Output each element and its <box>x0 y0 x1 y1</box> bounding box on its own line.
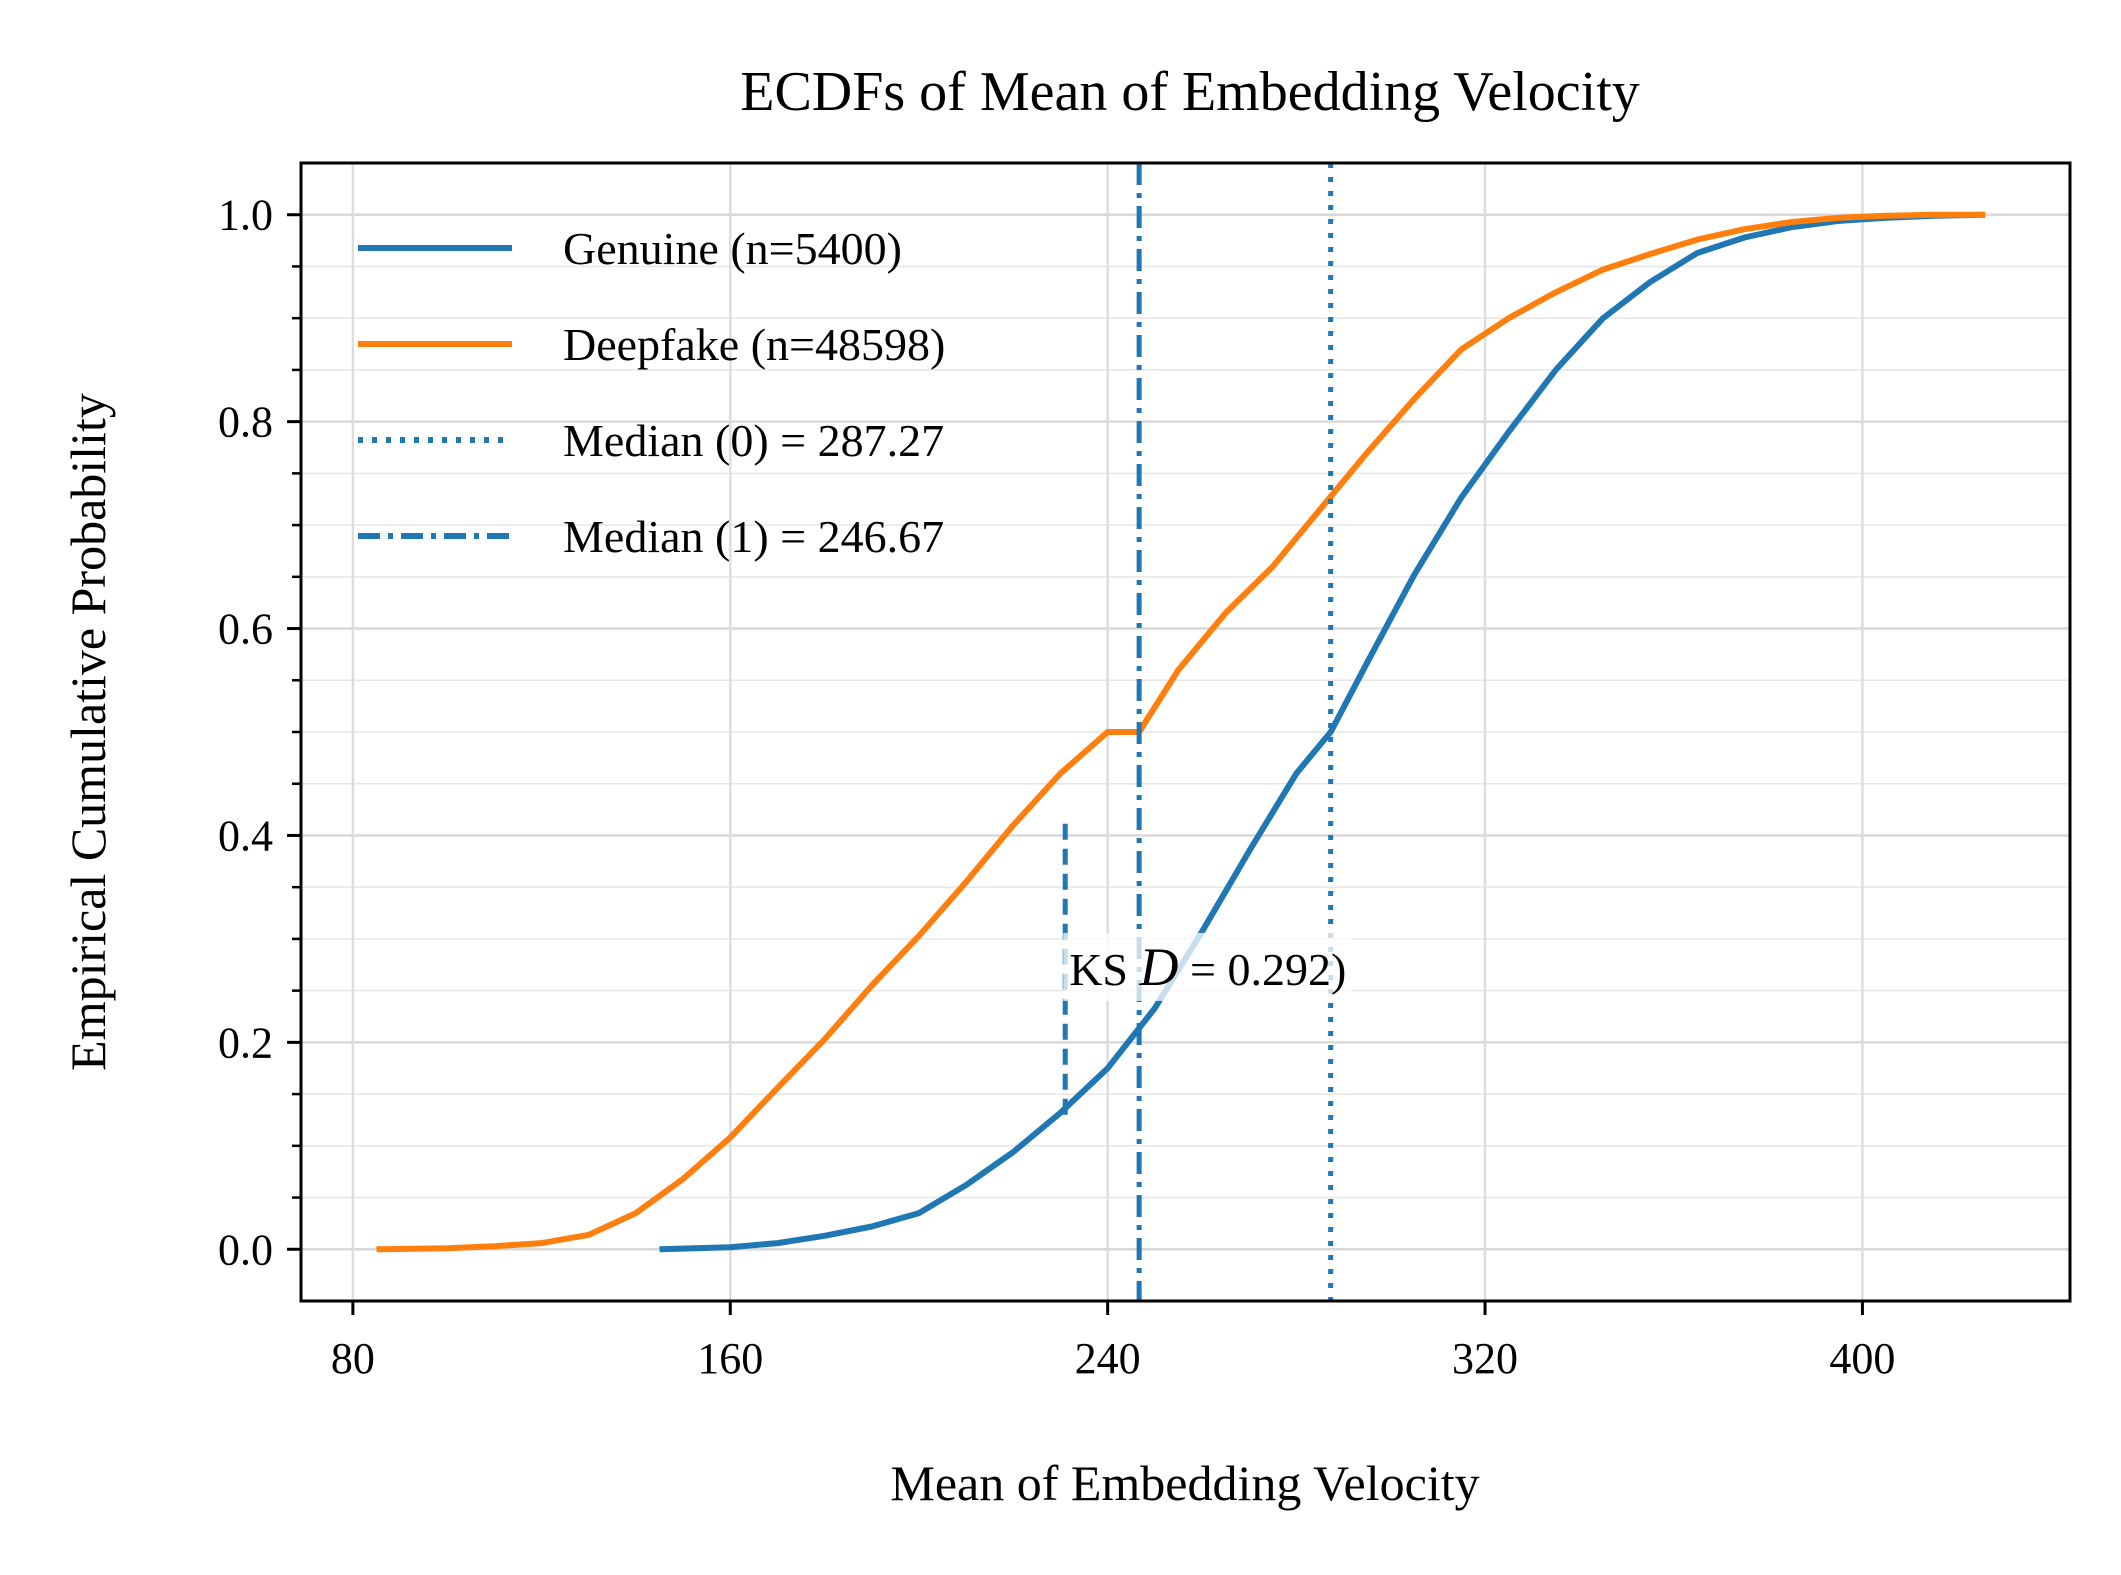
y-tick-label: 0.0 <box>218 1225 273 1274</box>
x-axis: 80 160 240 320 400 <box>331 1301 1895 1383</box>
x-tick-label: 160 <box>697 1334 763 1383</box>
ks-annotation-text: KS D = 0.292) <box>1069 937 1346 997</box>
legend: Genuine (n=5400) Deepfake (n=48598) Median… <box>358 223 945 562</box>
y-tick-label: 1.0 <box>218 191 273 240</box>
x-tick-label: 400 <box>1829 1334 1895 1383</box>
x-tick-label: 240 <box>1075 1334 1141 1383</box>
x-tick-label: 80 <box>331 1334 375 1383</box>
legend-label-deepfake: Deepfake (n=48598) <box>563 319 945 370</box>
ks-annotation-prefix: KS <box>1069 944 1139 995</box>
grid-lines <box>301 163 2070 1301</box>
legend-label-genuine: Genuine (n=5400) <box>563 223 902 274</box>
y-tick-label: 0.2 <box>218 1018 273 1067</box>
ks-annotation-suffix: = 0.292) <box>1179 944 1347 995</box>
ks-annotation-symbol: D <box>1139 937 1179 997</box>
y-tick-label: 0.6 <box>218 605 273 654</box>
y-tick-label: 0.4 <box>218 811 273 860</box>
series-line-deepfake <box>376 211 1986 1253</box>
ks-annotation-background <box>1063 932 1353 1001</box>
x-tick-label: 320 <box>1452 1334 1518 1383</box>
legend-label-median-genuine: Median (0) = 287.27 <box>563 415 944 466</box>
y-tick-label: 0.8 <box>218 398 273 447</box>
y-axis-label: Empirical Cumulative Probability <box>60 393 116 1071</box>
series-layer <box>376 211 1986 1253</box>
chart-title: ECDFs of Mean of Embedding Velocity <box>740 61 1640 123</box>
y-axis: 0.0 0.2 0.4 0.6 0.8 1.0 <box>218 191 301 1274</box>
legend-label-median-deepfake: Median (1) = 246.67 <box>563 511 944 562</box>
series-line-genuine <box>659 211 1986 1253</box>
ks-annotation: KS D = 0.292) <box>1063 932 1353 1001</box>
x-axis-label: Mean of Embedding Velocity <box>890 1455 1479 1511</box>
